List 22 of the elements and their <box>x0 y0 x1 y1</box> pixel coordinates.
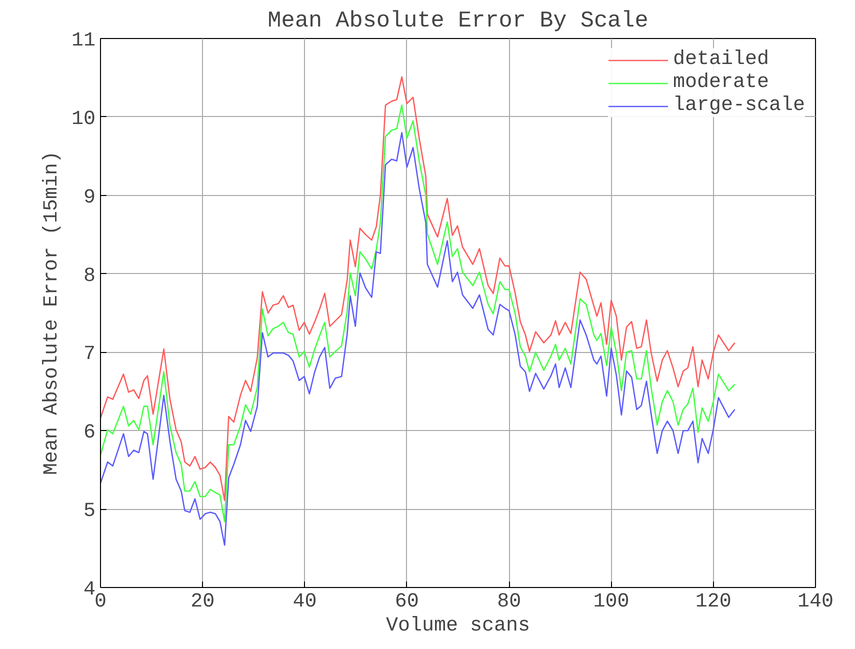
chart-title: Mean Absolute Error By Scale <box>268 8 648 34</box>
x-tick-label: 20 <box>190 590 215 614</box>
y-tick-label: 8 <box>84 264 96 288</box>
x-tick-label: 60 <box>394 590 419 614</box>
y-tick-label: 9 <box>84 186 96 210</box>
x-tick-label: 120 <box>695 590 732 614</box>
y-tick-label: 11 <box>71 30 96 52</box>
y-tick-label: 7 <box>84 343 96 366</box>
y-tick-label: 5 <box>84 500 96 524</box>
legend-label: large-scale <box>672 94 805 117</box>
x-tick-label: 80 <box>497 590 522 614</box>
y-tick-label: 10 <box>71 108 96 131</box>
x-tick-label: 140 <box>797 590 834 614</box>
y-axis-title: Mean Absolute Error (15min) <box>40 150 64 476</box>
legend-label: detailed <box>672 48 769 71</box>
y-tick-label: 6 <box>84 422 96 445</box>
x-tick-label: 100 <box>593 590 630 614</box>
legend-label: moderate <box>672 71 769 94</box>
x-tick-label: 40 <box>292 590 317 614</box>
x-tick-label: 0 <box>94 590 107 614</box>
x-axis-title: Volume scans <box>386 614 530 638</box>
y-tick-label: 4 <box>84 578 96 602</box>
